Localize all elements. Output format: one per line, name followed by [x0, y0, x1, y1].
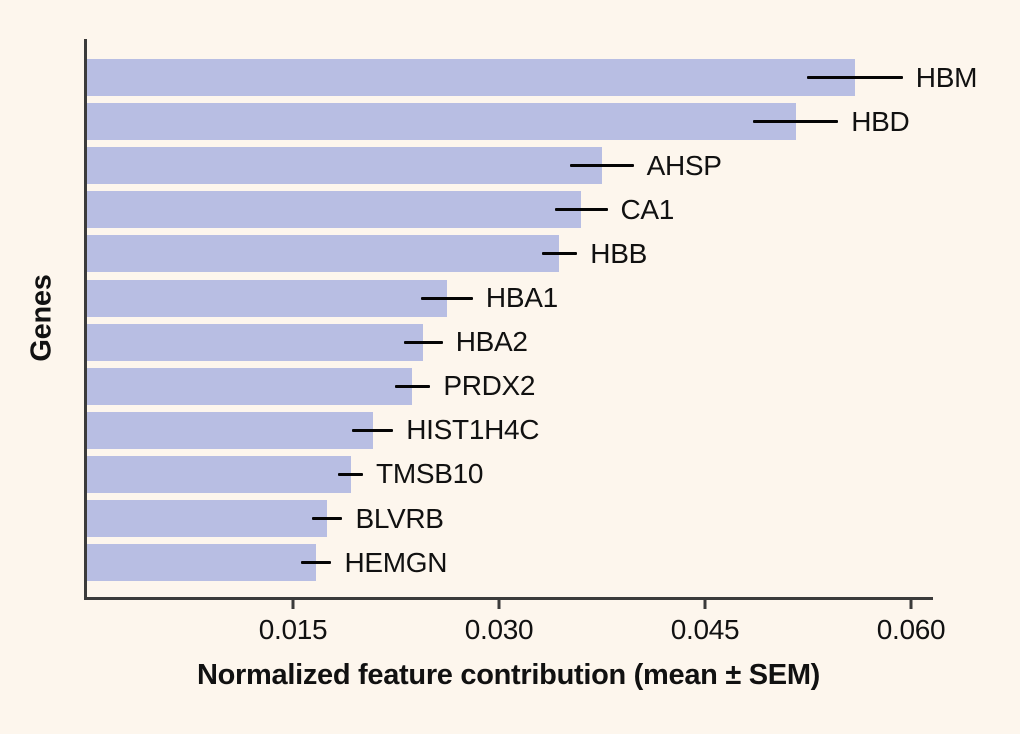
gene-label-hbm: HBM [915, 61, 978, 93]
bar-hba1 [87, 279, 447, 317]
bar-blvrb [87, 500, 328, 537]
bar-hbb [87, 235, 560, 273]
gene-label-blvrb: BLVRB [355, 502, 444, 534]
y-axis-title: Genes [25, 274, 58, 362]
bar-hba2 [87, 323, 424, 361]
gene-label-hbb: HBB [590, 237, 647, 269]
errorbar-hist1h4c [352, 428, 394, 432]
bar-hbm [87, 59, 855, 96]
bar-tmsb10 [87, 455, 351, 493]
gene-label-tmsb10: TMSB10 [376, 458, 484, 490]
gene-label-hba2: HBA2 [455, 326, 528, 358]
x-tick-mark-0.015 [291, 600, 295, 609]
errorbar-ahsp [570, 164, 634, 168]
bar-hemgn [87, 544, 317, 582]
bar-ca1 [87, 191, 582, 229]
bar-hist1h4c [87, 411, 373, 449]
x-tick-label-0.030: 0.030 [464, 614, 534, 645]
errorbar-ca1 [555, 208, 608, 212]
gene-label-hemgn: HEMGN [344, 546, 448, 578]
plot-area: HBM HBD AHSP CA1 HBB HBA1 HBA2 PRDX2 HIST1H4C TMS… [84, 39, 977, 645]
errorbar-hbm [806, 76, 903, 79]
x-tick-mark-0.030 [497, 600, 501, 609]
bar-ahsp [87, 147, 603, 185]
gene-label-hbd: HBD [851, 105, 910, 137]
errorbar-tmsb10 [338, 472, 364, 476]
x-tick-label-0.045: 0.045 [670, 614, 740, 645]
errorbar-hbd [753, 120, 839, 124]
errorbar-hemgn [301, 561, 332, 565]
gene-label-prdx2: PRDX2 [443, 370, 536, 402]
gene-label-ca1: CA1 [620, 193, 675, 225]
x-tick-mark-0.045 [703, 600, 707, 609]
gene-label-hba1: HBA1 [485, 282, 558, 313]
errorbar-hbb [541, 252, 578, 256]
errorbar-hba2 [404, 340, 443, 344]
gene-label-ahsp: AHSP [646, 149, 722, 181]
x-tick-mark-0.060 [909, 600, 913, 609]
x-tick-label-0.015: 0.015 [258, 614, 328, 645]
x-tick-label-0.060: 0.060 [876, 614, 946, 645]
x-axis-title: Normalized feature contribution (mean ± … [196, 659, 821, 691]
errorbar-prdx2 [394, 384, 431, 388]
bar-hbd [87, 103, 796, 141]
errorbar-blvrb [312, 517, 343, 520]
gene-label-hist1h4c: HIST1H4C [406, 414, 540, 446]
errorbar-hba1 [420, 296, 473, 300]
bar-prdx2 [87, 367, 413, 405]
